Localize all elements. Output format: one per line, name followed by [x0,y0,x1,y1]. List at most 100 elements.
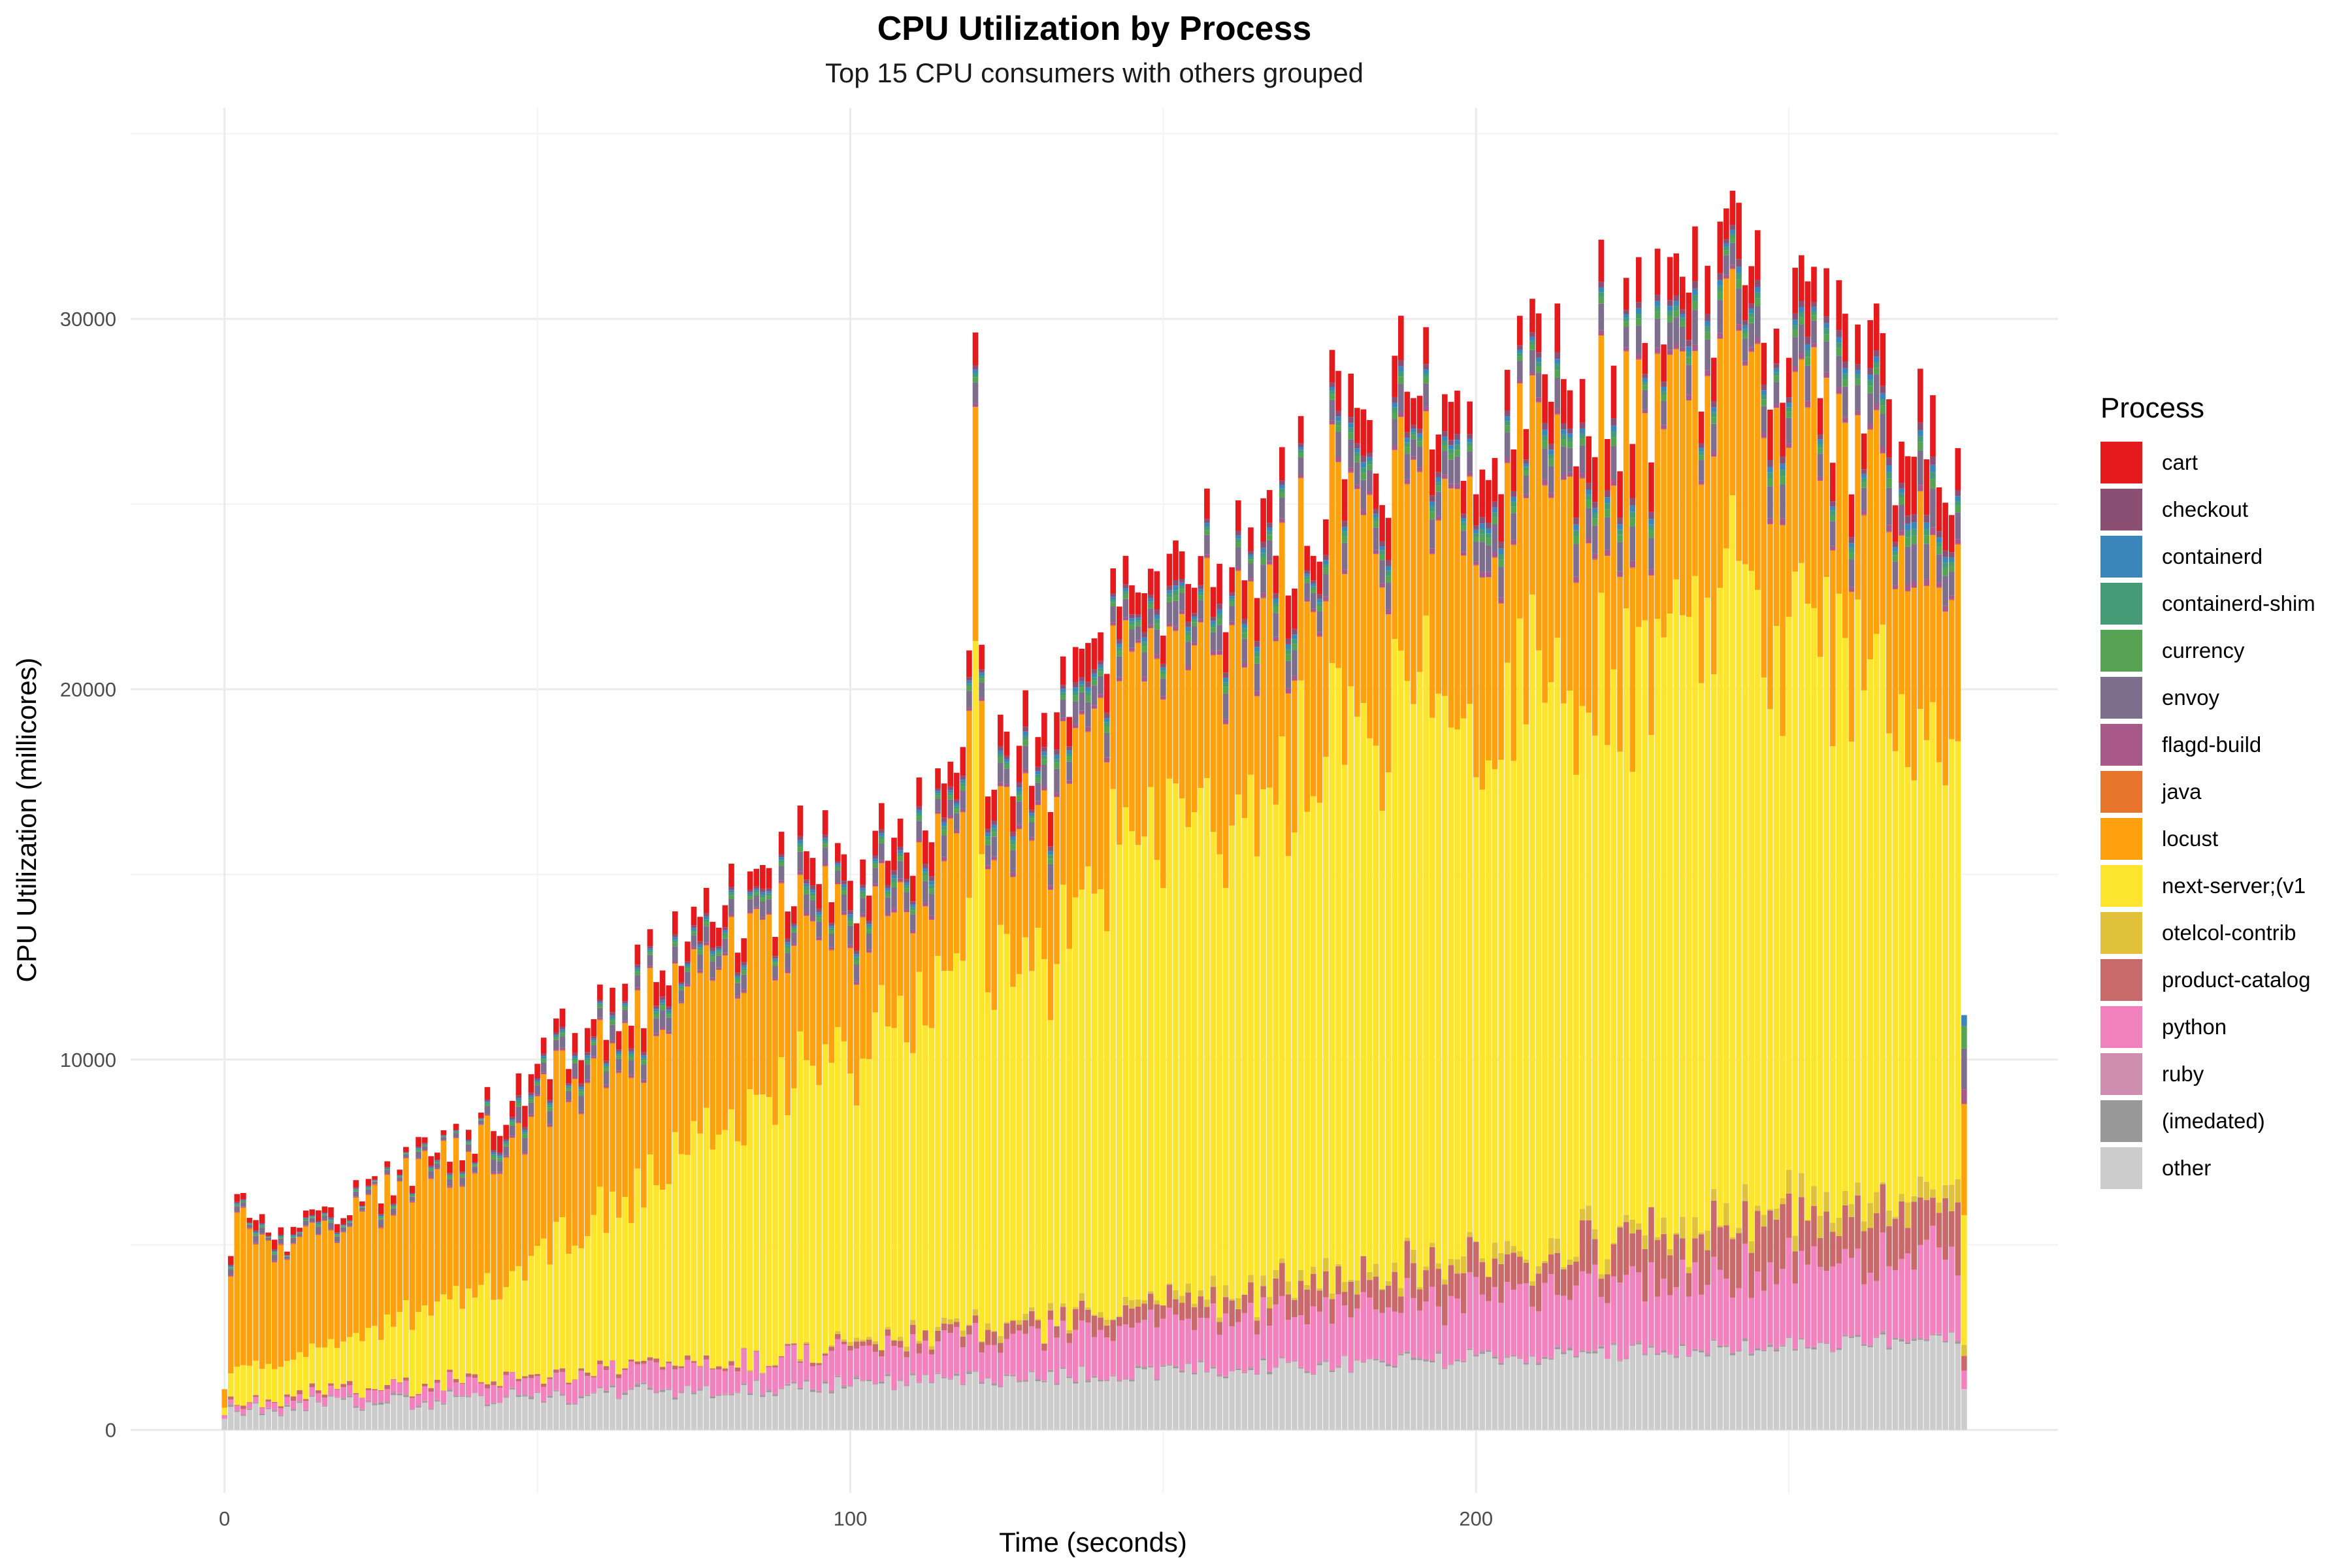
bar-segment [1404,479,1411,484]
bar-segment [1442,1367,1448,1369]
bar-segment [1492,457,1498,502]
bar-segment [1667,300,1673,306]
legend-label: next-server;(v1 [2162,874,2306,898]
bar-segment [928,842,935,877]
bar-segment [1229,1326,1235,1371]
bar-segment [1398,384,1404,412]
bar-segment [772,1396,778,1430]
bar-segment [1661,401,1667,425]
bar-segment [1260,789,1266,1276]
time-bar [972,332,979,1430]
bar-segment [753,892,760,896]
bar-segment [1335,461,1341,463]
bar-segment [278,1245,284,1367]
bar-segment [804,894,809,913]
bar-segment [866,1345,872,1380]
bar-segment [1160,1318,1166,1365]
bar-segment [791,926,797,928]
bar-segment [290,1360,297,1397]
bar-segment [1848,591,1855,742]
bar-segment [1004,759,1010,762]
bar-segment [1147,1291,1154,1294]
bar-segment [891,882,897,888]
bar-segment [1129,651,1135,653]
bar-segment [1705,326,1710,332]
bar-segment [1398,316,1404,361]
bar-segment [1529,1286,1535,1307]
bar-segment [1435,515,1442,520]
bar-segment [1316,594,1323,599]
bar-segment [1054,964,1060,1326]
time-bar [316,1210,321,1430]
bar-segment [897,860,904,879]
bar-segment [1899,483,1904,489]
bar-segment [904,892,909,909]
bar-segment [615,1051,622,1054]
bar-segment [1198,622,1204,789]
bar-segment [478,1124,484,1126]
bar-segment [722,953,728,956]
bar-segment [1773,368,1780,372]
bar-segment [1899,441,1904,483]
bar-segment [1010,1375,1016,1377]
bar-segment [1598,1346,1605,1349]
bar-segment [559,1047,566,1051]
bar-segment [271,1249,278,1251]
bar-segment [766,893,772,896]
bar-segment [1147,1365,1154,1367]
bar-segment [365,1402,372,1430]
bar-segment [1047,1020,1054,1303]
bar-segment [904,1351,909,1358]
bar-segment [1367,461,1373,465]
bar-segment [716,970,722,1135]
bar-segment [1435,1269,1442,1307]
bar-segment [534,1392,540,1393]
bar-segment [1442,431,1448,437]
bar-segment [1836,342,1842,348]
bar-segment [1642,1235,1648,1249]
bar-segment [1798,325,1805,354]
bar-segment [1129,1308,1135,1328]
bar-segment [872,1352,879,1384]
bar-segment [1348,472,1354,474]
bar-segment [1635,1272,1642,1341]
bar-segment [1554,303,1561,352]
bar-segment [1448,453,1454,460]
bar-segment [534,1096,540,1097]
bar-segment [1617,529,1623,535]
bar-segment [1467,442,1473,446]
bar-segment [390,1195,397,1204]
bar-segment [1335,457,1341,462]
bar-segment [459,1186,465,1309]
bar-segment [447,1179,453,1186]
bar-segment [1035,737,1041,767]
time-bar [953,772,960,1430]
bar-segment [841,894,847,912]
bar-segment [540,1238,547,1384]
bar-segment [1642,385,1648,390]
bar-segment [1642,1354,1648,1356]
time-bar [1610,365,1617,1430]
bar-segment [1367,1359,1373,1430]
bar-segment [1936,762,1942,1203]
bar-segment [1054,768,1060,793]
bar-segment [346,1380,353,1386]
bar-segment [227,1275,234,1277]
bar-segment [1554,370,1561,378]
bar-segment [1867,385,1873,393]
bar-segment [1605,503,1610,510]
bar-segment [816,937,822,940]
bar-segment [897,1347,904,1379]
bar-segment [1917,485,1923,491]
bar-segment [1486,572,1492,578]
bar-segment [497,1386,503,1388]
bar-segment [1792,319,1799,325]
bar-segment [666,1389,672,1390]
bar-segment [734,972,741,976]
bar-segment [909,930,916,934]
time-bar [1842,314,1848,1430]
bar-segment [1448,488,1454,489]
bar-segment [1961,1089,1967,1104]
bar-segment [909,1372,916,1375]
bar-segment [1855,374,1861,379]
